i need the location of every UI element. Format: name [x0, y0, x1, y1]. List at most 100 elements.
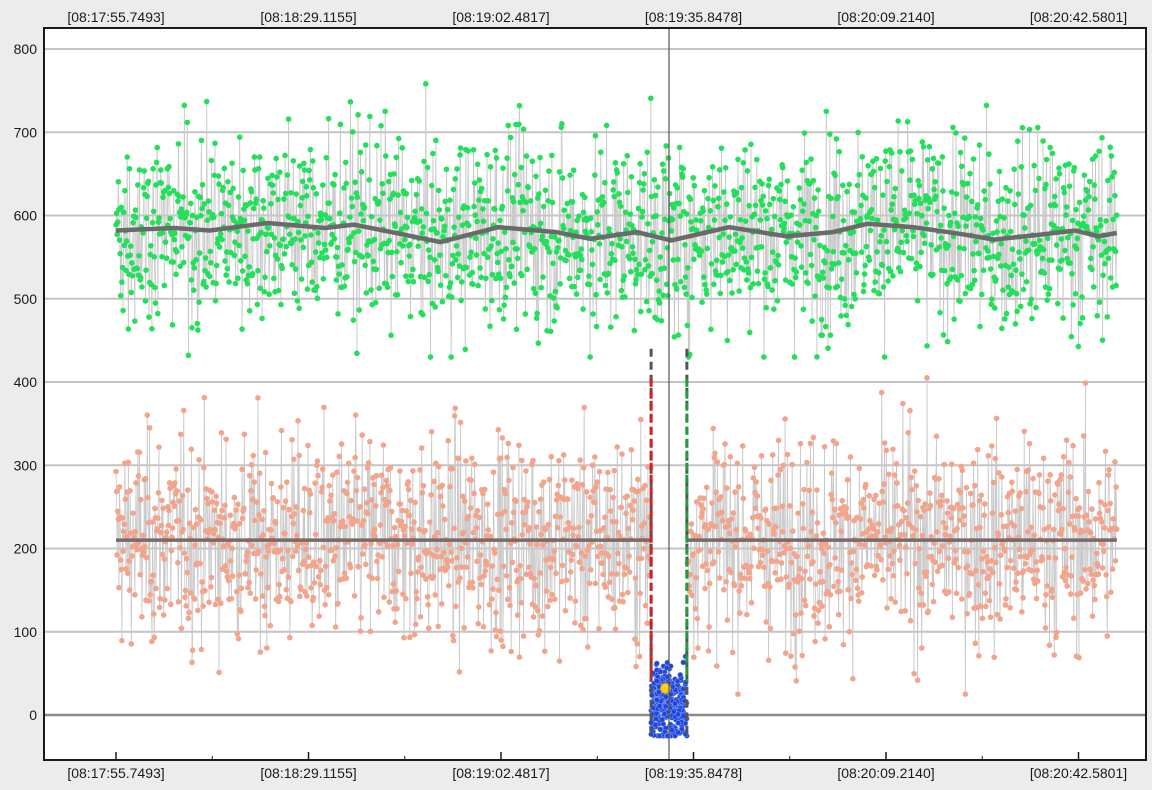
data-point — [249, 542, 255, 549]
connector — [155, 162, 158, 185]
data-point — [270, 495, 277, 501]
data-point — [531, 499, 538, 506]
data-point — [289, 553, 296, 560]
connector — [125, 536, 128, 569]
data-point — [747, 531, 754, 538]
data-point — [1044, 583, 1050, 589]
connector — [448, 486, 451, 545]
connector — [970, 493, 972, 541]
data-point — [474, 508, 481, 514]
data-point — [978, 492, 985, 499]
connector — [490, 599, 493, 651]
connector — [323, 407, 325, 591]
connector — [731, 518, 733, 542]
data-point — [787, 545, 794, 552]
connector — [920, 516, 922, 594]
connector — [1098, 482, 1101, 514]
data-point — [1033, 559, 1039, 565]
data-point — [771, 531, 777, 537]
data-point — [553, 497, 560, 503]
data-point — [497, 455, 504, 461]
data-point — [502, 490, 509, 497]
data-point — [574, 481, 580, 487]
data-point — [690, 551, 697, 557]
connector — [927, 556, 930, 612]
data-point — [912, 560, 919, 567]
data-point — [417, 467, 423, 473]
data-point — [839, 497, 846, 504]
connector — [152, 521, 154, 576]
data-layer — [113, 81, 1120, 739]
data-point — [736, 610, 743, 616]
data-point — [725, 523, 731, 529]
data-point — [796, 628, 803, 635]
connector — [489, 539, 491, 605]
data-point — [782, 416, 788, 422]
connector — [145, 557, 148, 601]
connector — [170, 550, 172, 605]
data-point — [989, 510, 996, 517]
data-point — [253, 567, 259, 573]
data-point — [580, 626, 586, 633]
data-point — [976, 497, 983, 504]
data-point — [688, 528, 694, 535]
data-point — [352, 412, 359, 418]
data-point — [560, 452, 567, 458]
data-point — [362, 561, 369, 568]
data-point — [293, 504, 300, 510]
data-point — [896, 542, 903, 549]
data-point — [828, 470, 835, 476]
data-point — [271, 540, 277, 547]
data-point — [289, 437, 295, 443]
data-point — [325, 515, 331, 521]
connector — [772, 454, 774, 530]
connector — [1067, 492, 1069, 575]
data-point — [612, 626, 619, 632]
data-point — [136, 449, 143, 456]
data-point — [522, 509, 529, 515]
connector — [1103, 504, 1106, 528]
data-point — [1067, 474, 1073, 480]
data-point — [308, 585, 314, 591]
data-point — [231, 494, 238, 501]
data-point — [364, 465, 371, 471]
data-point — [983, 603, 989, 610]
data-point — [319, 466, 326, 472]
connector — [249, 202, 251, 311]
data-point — [235, 635, 242, 642]
data-point — [213, 500, 220, 507]
data-point — [339, 518, 346, 525]
data-point — [387, 487, 393, 494]
connector — [299, 205, 302, 241]
data-point — [333, 545, 340, 551]
data-point — [548, 453, 555, 460]
data-point — [981, 512, 987, 519]
data-point — [789, 528, 796, 534]
data-point — [591, 499, 598, 506]
data-point — [540, 541, 546, 548]
data-point — [501, 508, 508, 515]
data-point — [623, 510, 629, 517]
data-point — [924, 375, 930, 381]
data-point — [966, 590, 973, 597]
data-point — [908, 486, 915, 493]
data-point — [441, 549, 447, 556]
connector — [854, 540, 857, 581]
data-point — [710, 425, 717, 432]
data-point — [793, 678, 800, 684]
data-point — [973, 567, 979, 574]
data-point — [993, 559, 999, 566]
data-point — [251, 479, 258, 485]
connector — [337, 540, 340, 604]
data-point — [813, 533, 820, 539]
data-point — [1057, 531, 1064, 537]
connector — [521, 460, 523, 535]
connector — [707, 529, 709, 652]
data-point — [1041, 526, 1048, 533]
data-point — [788, 559, 795, 566]
data-point — [605, 469, 611, 476]
connector — [839, 508, 841, 592]
data-point — [392, 619, 398, 626]
data-point — [585, 519, 592, 525]
connector — [946, 500, 948, 594]
